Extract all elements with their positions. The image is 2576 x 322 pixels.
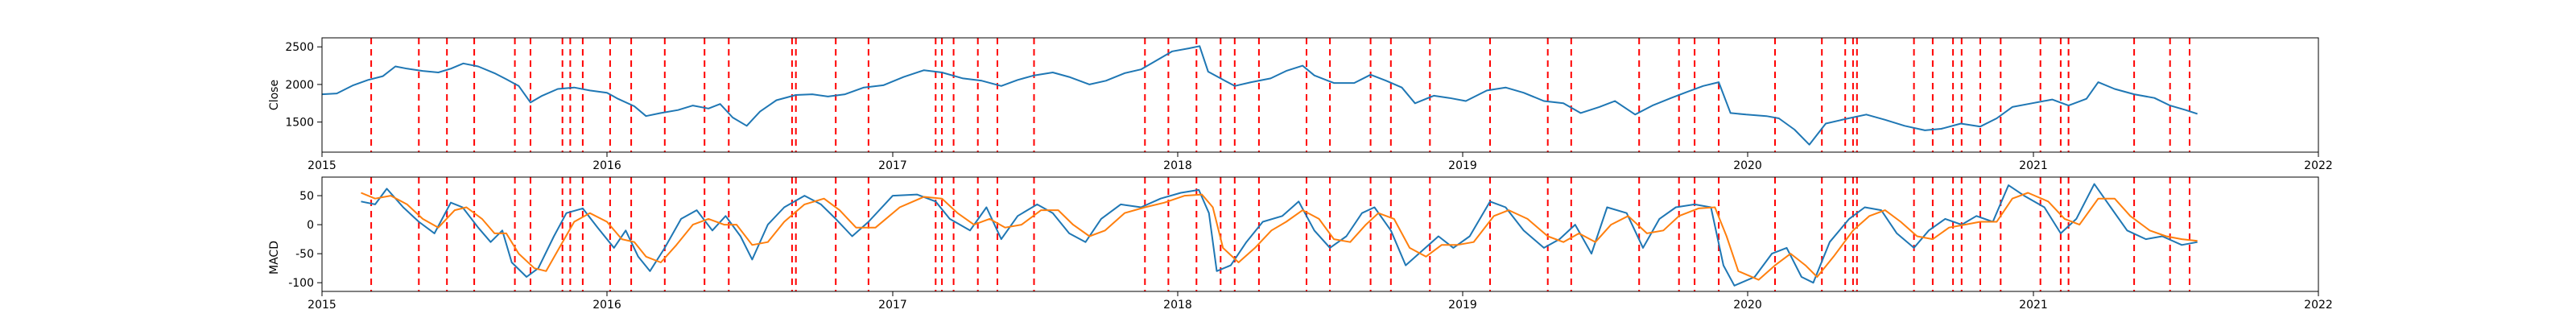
close-x-tick-label-3: 2018 <box>1163 159 1192 172</box>
close-x-tick-label-6: 2021 <box>2019 159 2048 172</box>
close-y-axis-label: Close <box>268 80 281 110</box>
close-x-tick-label-2: 2017 <box>878 159 907 172</box>
macd-x-tick-label-5: 2020 <box>1733 299 1762 312</box>
macd-x-tick-label-2: 2017 <box>878 299 907 312</box>
close-x-tick-label-4: 2019 <box>1448 159 1477 172</box>
macd-y-tick-label-3: 50 <box>299 190 314 203</box>
close-y-tick-label-2: 2500 <box>285 41 314 54</box>
macd-series-line-0 <box>361 183 2198 287</box>
close-price-panel: Close 2015 2016 2017 2018 2019 2020 2021 2022 15… <box>268 37 2333 172</box>
macd-series-line-1 <box>361 192 2198 281</box>
macd-x-tick-label-4: 2019 <box>1448 299 1477 312</box>
close-x-tick-label-5: 2020 <box>1733 159 1762 172</box>
close-y-tick-label-0: 1500 <box>285 117 314 130</box>
close-series-line-0 <box>321 45 2198 146</box>
macd-x-tick-label-3: 2018 <box>1163 299 1192 312</box>
close-y-tick-label-1: 2000 <box>285 79 314 92</box>
close-x-tick-label-7: 2022 <box>2304 159 2333 172</box>
close-plot-frame <box>321 37 2319 153</box>
macd-x-tick-label-0: 2015 <box>308 299 336 312</box>
macd-y-tick-label-1: -50 <box>295 248 314 261</box>
macd-x-tick-label-1: 2016 <box>592 299 621 312</box>
macd-x-tick-label-6: 2021 <box>2019 299 2048 312</box>
macd-y-tick-label-0: -100 <box>288 277 314 290</box>
macd-y-axis-label: MACD <box>268 241 281 275</box>
macd-plot-frame <box>321 176 2319 292</box>
close-x-tick-label-1: 2016 <box>592 159 621 172</box>
macd-x-tick-label-7: 2022 <box>2304 299 2333 312</box>
close-x-tick-label-0: 2015 <box>308 159 336 172</box>
macd-y-tick-label-2: 0 <box>307 219 314 232</box>
macd-panel: MACD 2015 2016 2017 2018 2019 2020 2021 2022 -10… <box>268 176 2333 312</box>
